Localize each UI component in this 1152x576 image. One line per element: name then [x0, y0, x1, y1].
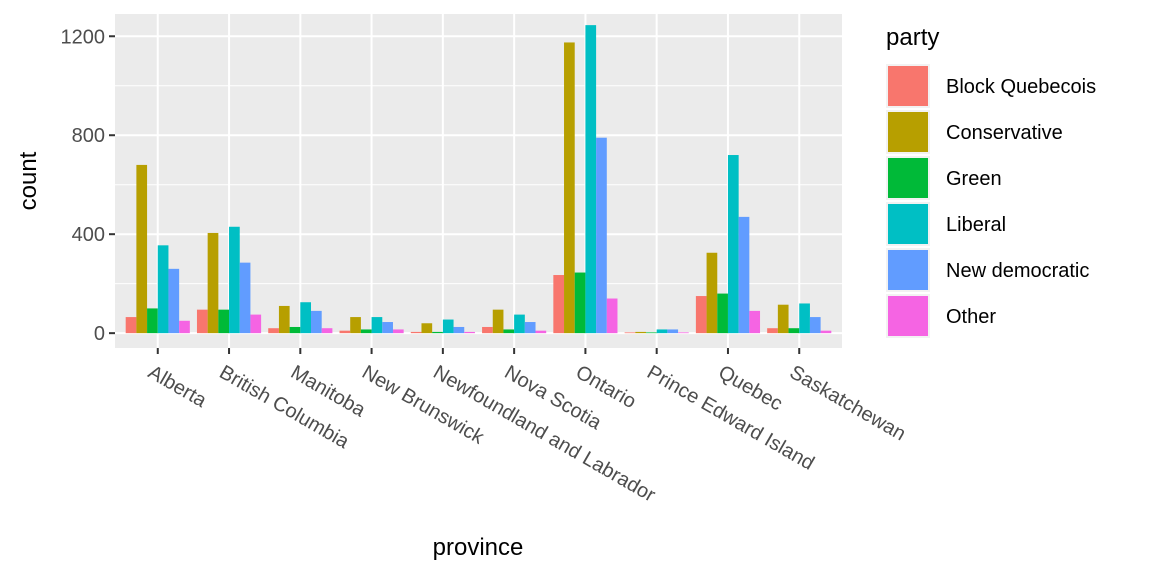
- bar-green: [788, 328, 800, 334]
- bar-new-democratic: [168, 268, 180, 334]
- bar-other: [749, 310, 761, 334]
- bar-conservative: [207, 232, 219, 334]
- bar-liberal: [799, 303, 810, 334]
- bar-liberal: [514, 314, 525, 334]
- bar-other: [250, 314, 262, 334]
- bar-conservative: [350, 317, 361, 334]
- bar-block-quebecois: [482, 326, 493, 334]
- bar-green: [645, 332, 657, 334]
- x-tick-label: British Columbia: [216, 361, 354, 453]
- bar-green: [360, 329, 372, 334]
- bar-green: [503, 329, 515, 334]
- bar-block-quebecois: [196, 309, 208, 334]
- bar-block-quebecois: [339, 330, 351, 334]
- bar-conservative: [564, 42, 575, 334]
- bar-new-democratic: [809, 317, 821, 334]
- bar-new-democratic: [311, 310, 322, 334]
- bar-liberal: [727, 155, 739, 334]
- bar-other: [606, 298, 618, 334]
- legend-swatch: [888, 158, 928, 198]
- bar-block-quebecois: [553, 275, 565, 334]
- bar-green: [432, 331, 443, 334]
- bar-green: [574, 272, 586, 334]
- bar-liberal: [229, 226, 240, 334]
- x-tick-label: New Brunswick: [358, 361, 488, 449]
- bar-block-quebecois: [767, 328, 778, 334]
- legend-swatch: [888, 112, 928, 152]
- bar-conservative: [635, 331, 646, 334]
- bar-conservative: [421, 323, 433, 334]
- bar-green: [717, 293, 728, 334]
- y-axis-title: count: [15, 151, 42, 210]
- legend-label: Other: [946, 306, 996, 328]
- bar-liberal: [442, 319, 454, 334]
- bar-new-democratic: [382, 322, 393, 334]
- y-axis: 0 400 800 1200: [61, 26, 115, 345]
- legend-label: Conservative: [946, 122, 1063, 144]
- bar-liberal: [656, 329, 668, 334]
- x-tick-label: Saskatchewan: [786, 361, 910, 445]
- bar-other: [678, 332, 689, 334]
- bar-green: [289, 326, 301, 334]
- bar-other: [464, 331, 475, 334]
- y-tick-label: 1200: [61, 26, 106, 48]
- legend-label: New democratic: [946, 260, 1089, 282]
- bar-other: [392, 329, 404, 334]
- y-tick-label: 400: [72, 224, 105, 246]
- bar-block-quebecois: [125, 317, 137, 334]
- y-tick-label: 0: [94, 323, 105, 345]
- bar-conservative: [777, 304, 789, 334]
- bar-conservative: [278, 305, 290, 334]
- bar-block-quebecois: [624, 332, 636, 334]
- x-axis-title: province: [433, 534, 524, 561]
- bar-new-democratic: [524, 322, 536, 334]
- bar-block-quebecois: [268, 328, 279, 334]
- bar-green: [218, 309, 230, 334]
- legend-label: Green: [946, 168, 1002, 190]
- legend-swatch: [888, 250, 928, 290]
- bars-group: [125, 25, 832, 334]
- legend-swatch: [888, 66, 928, 106]
- bar-block-quebecois: [410, 331, 422, 334]
- bar-new-democratic: [239, 262, 251, 334]
- y-tick-label: 800: [72, 125, 105, 147]
- bar-liberal: [585, 25, 597, 334]
- bar-other: [535, 330, 547, 334]
- bar-block-quebecois: [695, 296, 707, 334]
- x-tick-label: Alberta: [144, 361, 211, 412]
- bar-other: [179, 320, 190, 334]
- bar-liberal: [157, 245, 169, 334]
- bar-new-democratic: [596, 137, 607, 334]
- legend: party Block Quebecois Conservative Green Li…: [886, 24, 1096, 338]
- legend-label: Block Quebecois: [946, 76, 1096, 98]
- bar-new-democratic: [738, 216, 750, 334]
- bar-new-democratic: [453, 326, 465, 334]
- legend-swatch: [888, 204, 928, 244]
- bar-other: [820, 330, 832, 334]
- bar-green: [147, 308, 158, 334]
- bar-other: [321, 328, 333, 334]
- legend-label: Liberal: [946, 214, 1006, 236]
- bar-liberal: [371, 317, 383, 334]
- bar-liberal: [300, 302, 312, 334]
- bar-new-democratic: [667, 329, 679, 334]
- bar-conservative: [136, 164, 148, 334]
- legend-swatch: [888, 296, 928, 336]
- legend-title: party: [886, 24, 939, 51]
- bar-conservative: [706, 252, 718, 334]
- bar-conservative: [492, 309, 504, 334]
